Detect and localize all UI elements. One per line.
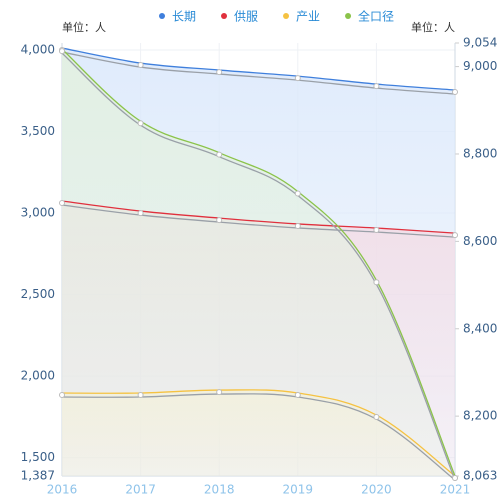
point (216, 217, 223, 224)
point (216, 151, 223, 158)
point (452, 232, 458, 239)
legend-label: 长期 (172, 10, 196, 24)
line (61, 200, 456, 234)
x-tick-label: 2016 (47, 483, 78, 497)
y-tick-label: 3,000 (21, 206, 55, 220)
x-tick-label: 2018 (204, 483, 235, 497)
legend-marker (345, 13, 352, 19)
point (216, 69, 223, 76)
point (59, 199, 65, 206)
y2-tick-label: 8,063 (463, 469, 497, 483)
point (294, 190, 301, 197)
y-tick-label: 4,000 (21, 43, 55, 57)
y-tick-label: 1,500 (21, 450, 55, 464)
point (216, 389, 223, 396)
legend-label: 全口径 (358, 9, 394, 24)
y2-tick-label: 8,800 (463, 146, 497, 160)
x-tick-label: 2017 (125, 483, 156, 497)
x-tick-label: 2020 (361, 483, 392, 497)
x-tick-label: 2021 (440, 483, 471, 497)
point (294, 222, 301, 229)
point (137, 62, 144, 69)
y-tick-label: 1,387 (21, 469, 55, 483)
point (137, 210, 144, 217)
line (61, 389, 456, 477)
area (62, 49, 455, 476)
line-shadow (61, 393, 456, 481)
y-tick-label: 2,500 (21, 287, 55, 301)
point (137, 120, 144, 127)
x-tick-label: 2019 (283, 483, 314, 497)
y-tick-label: 3,500 (21, 124, 55, 138)
point (294, 392, 301, 399)
point (294, 75, 301, 82)
point (373, 227, 380, 234)
point (137, 392, 144, 399)
line-shadow (61, 204, 456, 238)
y2-tick-label: 9,054 (463, 36, 497, 50)
y2-axis-unit: 单位：人 (411, 20, 455, 34)
point (59, 48, 65, 55)
y2-tick-label: 8,200 (463, 409, 497, 423)
y-tick-label: 2,000 (21, 369, 55, 383)
line-shadow (61, 52, 456, 481)
legend-label: 供服 (234, 10, 258, 24)
point (452, 475, 458, 481)
point (373, 414, 380, 421)
y2-tick-label: 8,600 (463, 234, 497, 248)
point (452, 88, 458, 95)
point (59, 392, 65, 399)
y2-tick-label: 8,400 (463, 321, 497, 335)
legend-label: 产业 (296, 10, 320, 24)
y2-tick-label: 9,000 (463, 59, 497, 73)
legend-marker (283, 13, 290, 19)
legend-marker (159, 13, 165, 19)
line (61, 47, 456, 91)
point (373, 83, 380, 90)
point (373, 279, 380, 286)
line (61, 48, 456, 477)
legend-marker (221, 13, 228, 19)
line-shadow (61, 51, 456, 95)
y-axis-unit: 单位：人 (62, 20, 106, 34)
